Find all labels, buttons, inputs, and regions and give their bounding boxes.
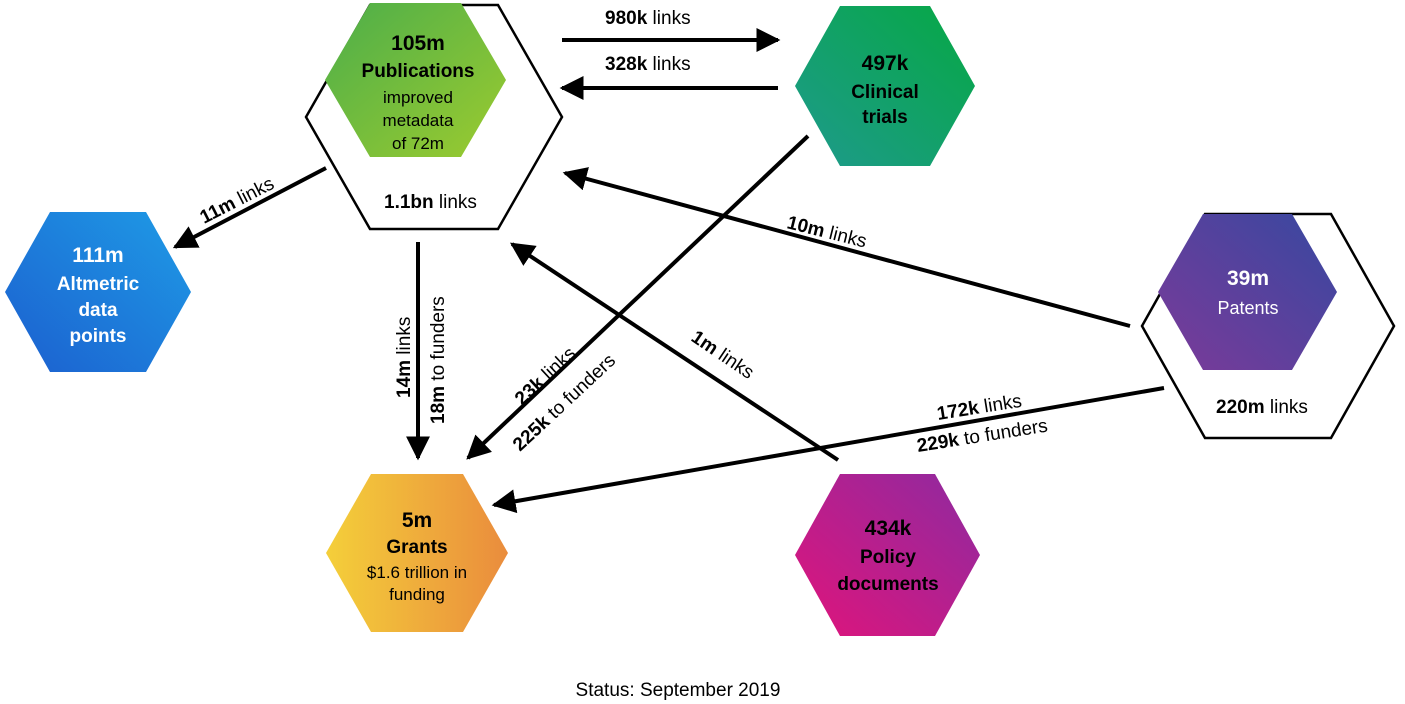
edge-label-pub-to-clinical: 980k links (605, 8, 691, 29)
arrow-patents-to-grants (491, 386, 1165, 514)
grants-detail-2: funding (389, 585, 445, 604)
arrow-patents-to-pub (562, 167, 1131, 328)
altmetric-name-1: Altmetric (57, 274, 140, 295)
policy-name-2: documents (837, 574, 938, 595)
publications-total-links: 1.1bn links (384, 192, 477, 213)
altmetric-count: 111m (72, 244, 123, 267)
policy-documents-hexagon (795, 474, 980, 636)
publications-name: Publications (362, 61, 475, 82)
altmetric-name-2: data (78, 300, 118, 321)
clinical-name-1: Clinical (851, 82, 919, 103)
publications-detail-1: improved (383, 88, 453, 107)
publications-count: 105m (391, 32, 445, 55)
altmetric-name-3: points (70, 326, 127, 347)
arrow-clinical-to-grants (466, 134, 810, 460)
altmetric-hexagon (5, 212, 191, 372)
edge-label-clinical-to-pub: 328k links (605, 54, 691, 75)
policy-count: 434k (865, 517, 912, 540)
grants-count: 5m (402, 509, 432, 532)
grants-name: Grants (386, 537, 447, 558)
clinical-count: 497k (862, 52, 909, 75)
publications-hexagon (325, 3, 506, 157)
arrow-pub-to-altmetric (172, 166, 327, 249)
arrow-policy-to-pub (509, 242, 840, 462)
edge-label-patents-to-pub: 10m links (785, 212, 869, 252)
clinical-name-2: trials (862, 107, 907, 128)
publications-detail-3: of 72m (392, 134, 444, 153)
policy-name-1: Policy (860, 547, 916, 568)
edge-label-pub-to-grants-funders: 18m to funders (428, 296, 449, 424)
patents-total-links: 220m links (1216, 397, 1308, 418)
grants-hexagon (326, 474, 508, 632)
status-footer: Status: September 2019 (576, 680, 781, 701)
patents-count: 39m (1227, 267, 1269, 290)
publications-detail-2: metadata (383, 111, 454, 130)
edge-label-pub-to-grants-links: 14m links (394, 317, 415, 398)
edge-label-policy-to-pub: 1m links (687, 327, 757, 384)
patents-hexagon (1158, 214, 1337, 370)
clinical-trials-hexagon (795, 6, 975, 166)
patents-name: Patents (1217, 298, 1278, 318)
arrows (172, 28, 1165, 514)
grants-detail-1: $1.6 trillion in (367, 563, 467, 582)
